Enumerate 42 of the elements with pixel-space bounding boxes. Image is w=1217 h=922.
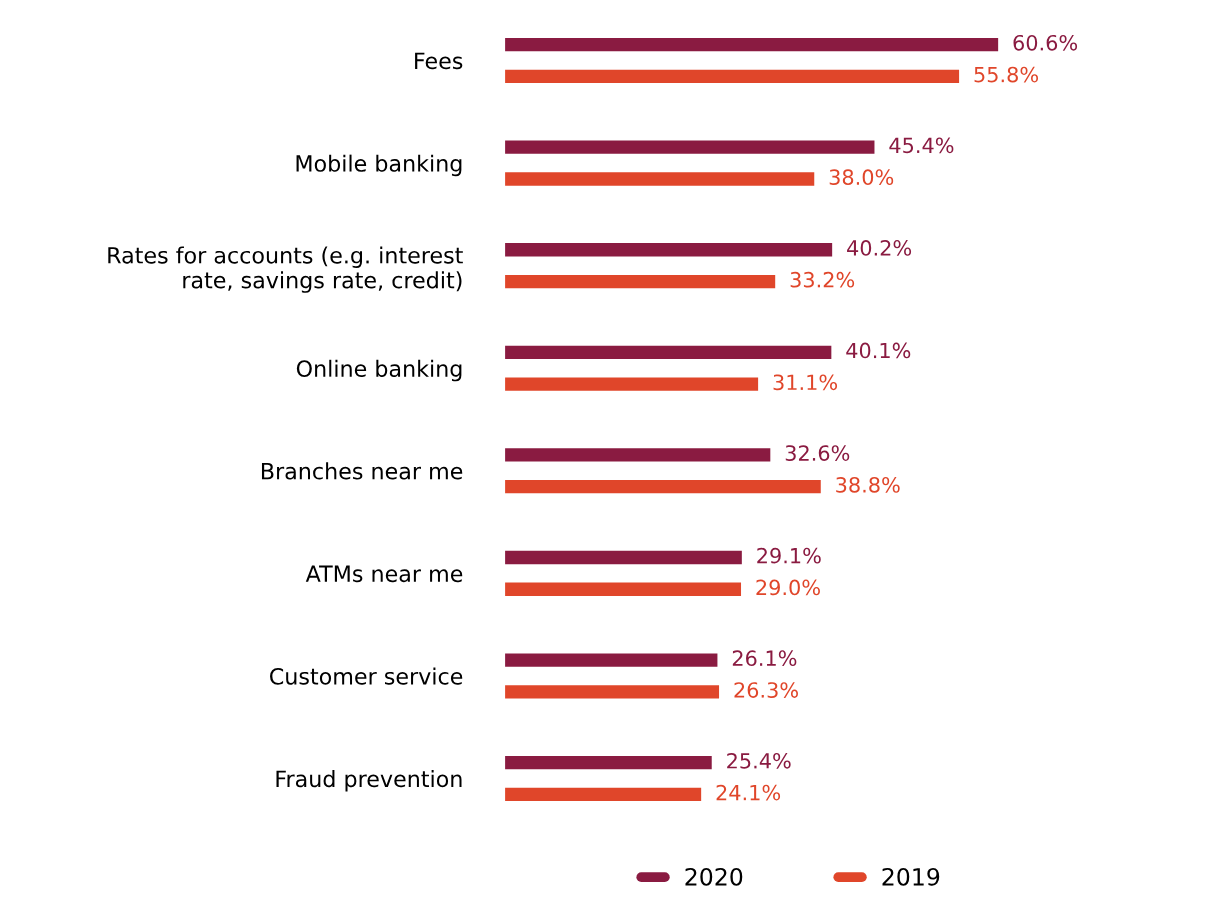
bar [505, 243, 833, 257]
bar [505, 787, 702, 802]
data-label: 40.2% [847, 240, 912, 256]
data-label: 25.4% [727, 752, 791, 769]
data-label: 60.6% [1013, 34, 1078, 51]
y-tick-label: Online banking [296, 359, 462, 382]
legend-label: 2020 [685, 867, 743, 886]
bar [505, 172, 815, 186]
data-label: 29.0% [756, 579, 820, 596]
bar [505, 448, 771, 462]
data-label: 26.3% [734, 682, 798, 698]
bar [505, 377, 759, 391]
bar [505, 582, 742, 596]
bar [505, 140, 875, 154]
bar [505, 274, 776, 289]
y-tick-label: Rates for accounts (e.g. interest rate, savings rate, credit) [108, 246, 463, 293]
bar [505, 37, 999, 52]
y-tick-label: ATMs near me [305, 565, 463, 583]
bar [505, 755, 712, 770]
data-label: 40.1% [846, 342, 911, 359]
data-label: 45.4% [889, 137, 954, 154]
y-tick-label: Mobile banking [296, 154, 462, 177]
y-tick-label: Fraud prevention [276, 770, 462, 792]
data-label: 33.2% [790, 271, 855, 288]
data-label: 24.1% [716, 784, 781, 801]
y-tick-label: Customer service [270, 667, 463, 685]
data-label: 38.8% [836, 476, 900, 493]
bar [505, 69, 960, 84]
bar [505, 480, 821, 494]
y-tick-label: Fees [415, 52, 463, 70]
data-label: 38.0% [829, 169, 894, 186]
data-label: 55.8% [974, 66, 1039, 83]
bar [505, 653, 718, 667]
legend-label: 2019 [882, 867, 940, 886]
data-label: 32.6% [785, 445, 850, 461]
data-label: 31.1% [773, 374, 838, 391]
bar [505, 345, 832, 359]
bar [505, 550, 742, 565]
y-tick-label: Branches near me [261, 462, 463, 480]
data-label: 26.1% [732, 650, 797, 667]
bar [505, 685, 720, 699]
data-label: 29.1% [757, 547, 821, 564]
